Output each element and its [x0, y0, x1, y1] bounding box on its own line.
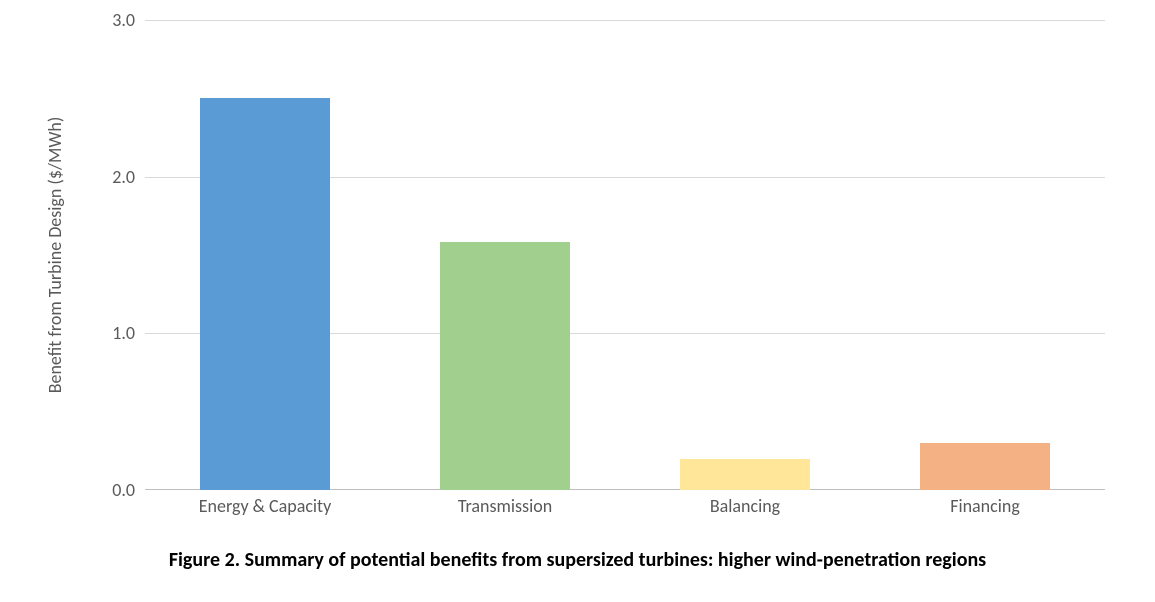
x-tick-label: Transmission	[385, 495, 625, 517]
x-tick-label: Balancing	[625, 495, 865, 517]
y-tick-label: 0.0	[75, 479, 135, 501]
y-tick-label: 3.0	[75, 9, 135, 31]
bar	[200, 98, 330, 490]
x-tick-label: Energy & Capacity	[145, 495, 385, 517]
y-tick-label: 1.0	[75, 322, 135, 344]
bar	[920, 443, 1050, 490]
bar	[680, 459, 810, 490]
x-tick-label: Financing	[865, 495, 1105, 517]
chart-container: Benefit from Turbine Design ($/MWh) Figu…	[0, 0, 1155, 602]
gridline	[145, 20, 1105, 21]
figure-caption: Figure 2. Summary of potential benefits …	[0, 548, 1155, 572]
y-tick-label: 2.0	[75, 166, 135, 188]
y-axis-title: Benefit from Turbine Design ($/MWh)	[44, 117, 66, 394]
bar	[440, 242, 570, 490]
plot-area	[145, 20, 1105, 490]
